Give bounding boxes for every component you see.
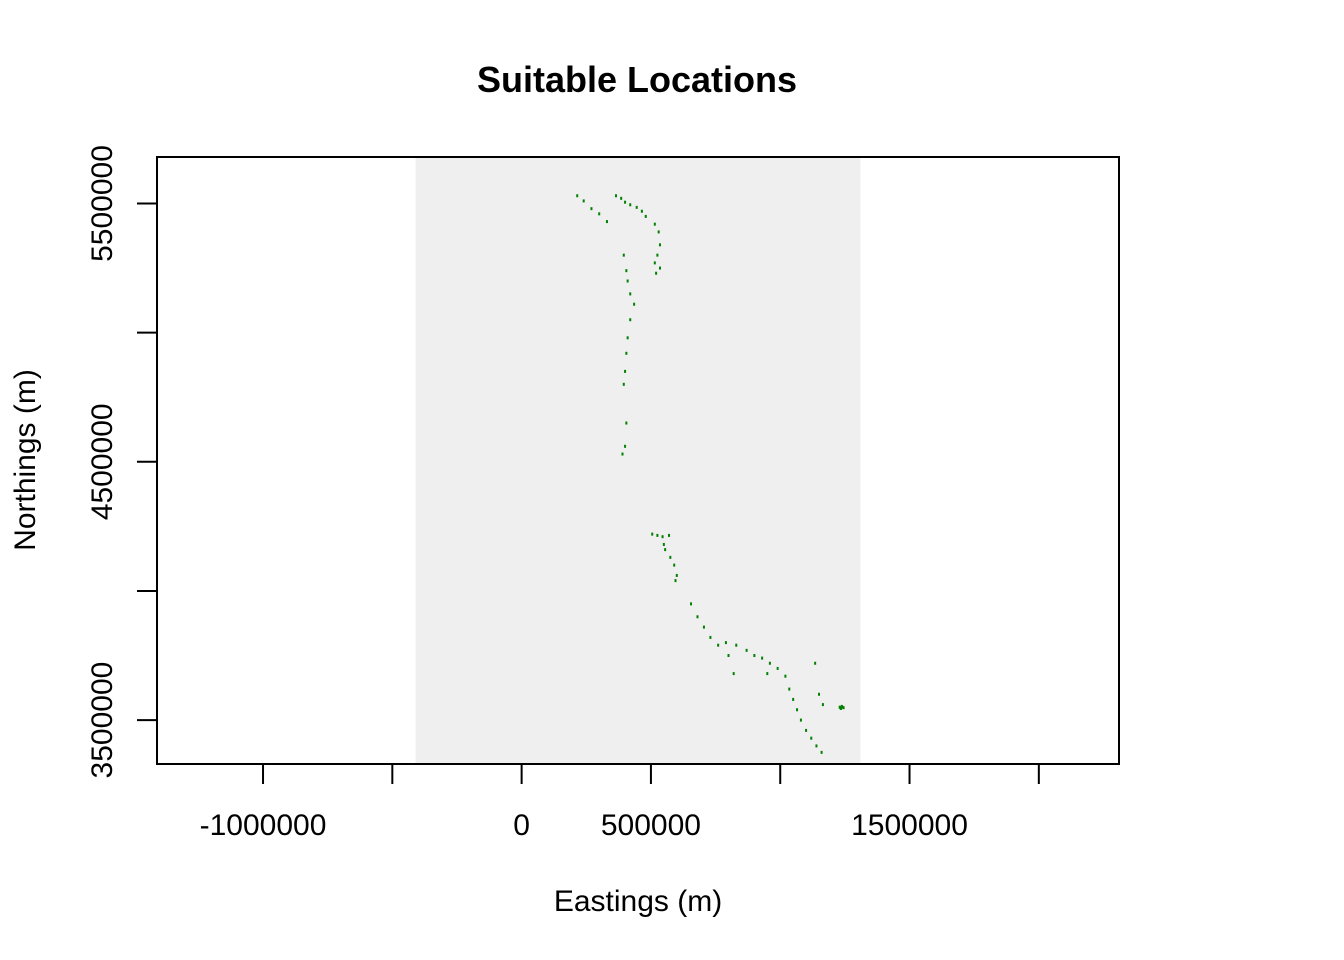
suitable-cell (784, 674, 787, 678)
suitable-cell (732, 672, 735, 676)
raster-layer (415, 157, 861, 764)
suitable-cell (658, 266, 661, 270)
suitable-cell (839, 706, 842, 710)
suitable-cell (625, 421, 628, 425)
suitable-cell (656, 253, 659, 257)
suitable-cell (629, 203, 632, 207)
suitable-cell (662, 542, 665, 546)
x-tick-label: -1000000 (200, 809, 327, 842)
suitable-cell (792, 697, 795, 701)
x-tick-label: 500000 (601, 809, 701, 842)
suitable-cell (615, 194, 618, 198)
suitable-cells (576, 194, 845, 754)
suitable-cell (820, 750, 823, 754)
suitable-cell (626, 279, 629, 283)
suitable-cell (768, 661, 771, 665)
x-tick-label: 0 (513, 809, 530, 842)
suitable-cell (657, 230, 660, 234)
suitable-cell (644, 214, 647, 218)
suitable-cell (810, 736, 813, 740)
suitable-cell (753, 654, 756, 658)
suitable-cell (629, 318, 632, 322)
suitable-cell (821, 703, 824, 707)
suitable-cell (735, 643, 738, 647)
suitable-cell (690, 602, 693, 606)
suitable-cell (620, 196, 623, 200)
suitable-cell (576, 194, 579, 198)
suitable-cell (727, 654, 730, 658)
suitable-cell (633, 302, 636, 306)
suitable-cell (745, 648, 748, 652)
map-title: Suitable Locations (477, 59, 797, 100)
suitable-cell (629, 292, 632, 296)
suitable-cell (658, 243, 661, 247)
suitable-cell (651, 532, 654, 536)
y-axis-label: Northings (m) (9, 369, 42, 551)
suitable-cell (815, 744, 818, 748)
suitable-cell (675, 573, 678, 577)
suitable-cell (788, 687, 791, 691)
suitable-cell (622, 382, 625, 386)
suitable-cell (805, 728, 808, 732)
suitable-cell (653, 261, 656, 265)
suitable-cell (661, 535, 664, 539)
x-axis: -1000000 0 500000 1500000 (200, 764, 1040, 842)
suitable-cell (674, 579, 677, 583)
suitable-cell (799, 718, 802, 722)
suitable-cell (814, 661, 817, 665)
suitable-cell (621, 452, 624, 456)
suitable-cell (582, 199, 585, 203)
y-tick-label: 4500000 (86, 403, 119, 520)
x-tick-label: 1500000 (851, 809, 968, 842)
suitable-cell (673, 563, 676, 567)
suitable-cell (696, 615, 699, 619)
suitable-cell (702, 625, 705, 629)
plot-frame (156, 156, 1120, 765)
suitable-cell (761, 656, 764, 660)
suitable-cell (605, 220, 608, 224)
suitable-cell (590, 207, 593, 211)
y-tick-label: 3500000 (86, 662, 119, 779)
suitable-cell (664, 548, 667, 552)
suitable-cell (669, 555, 672, 559)
suitable-cell (625, 269, 628, 273)
suitable-cell (624, 444, 627, 448)
suitable-cell (626, 336, 629, 340)
suitable-cell (776, 666, 779, 670)
suitable-cell (653, 222, 656, 226)
suitable-cell (656, 533, 659, 537)
y-axis: 3500000 4500000 5500000 (86, 145, 157, 778)
suitable-cell (624, 369, 627, 373)
y-tick-label: 5500000 (86, 145, 119, 262)
suitable-cell (724, 641, 727, 645)
suitable-cell (625, 351, 628, 355)
suitable-cell (842, 706, 845, 710)
suitable-cell (766, 672, 769, 676)
suitable-cell (655, 271, 658, 275)
suitable-cell (717, 643, 720, 647)
suitable-cell (640, 209, 643, 213)
suitable-cell (796, 708, 799, 712)
suitable-cell (840, 704, 843, 708)
suitable-cell (622, 253, 625, 257)
raster-extent (415, 157, 861, 764)
suitable-cell (668, 533, 671, 537)
suitable-cell (624, 200, 627, 204)
suitable-cell (818, 692, 821, 696)
x-axis-label: Eastings (m) (554, 885, 722, 918)
suitable-cell (598, 212, 601, 216)
suitable-cell (635, 205, 638, 209)
suitable-cell (709, 635, 712, 639)
